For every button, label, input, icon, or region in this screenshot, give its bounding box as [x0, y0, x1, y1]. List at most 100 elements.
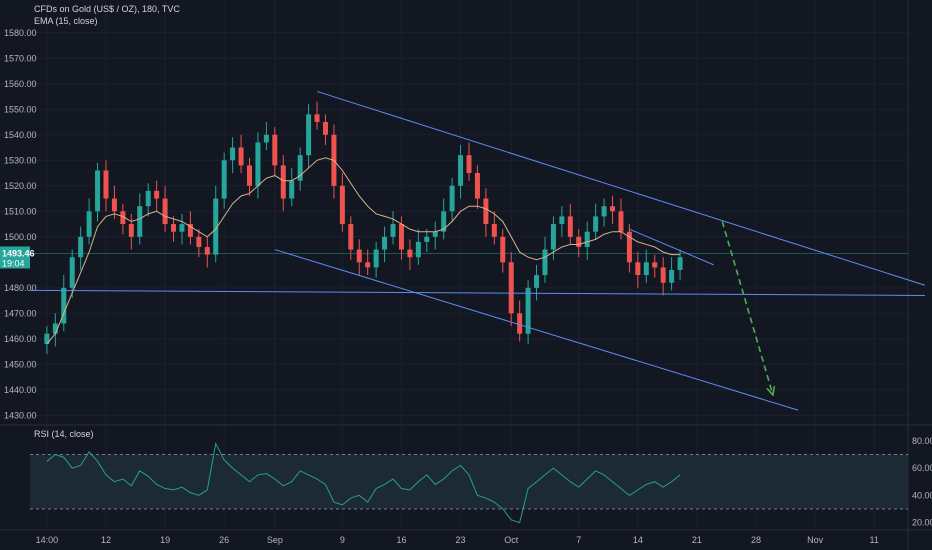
price-axis-label: 1480.00 [4, 283, 37, 293]
candle-body[interactable] [280, 165, 286, 199]
candle-body[interactable] [449, 185, 455, 212]
candle-body[interactable] [95, 170, 101, 212]
candle-body[interactable] [86, 211, 92, 237]
price-axis-label: 1450.00 [4, 359, 37, 369]
candle-body[interactable] [171, 224, 177, 232]
candle-body[interactable] [669, 269, 675, 283]
candle-body[interactable] [314, 114, 320, 123]
candle-body[interactable] [137, 206, 143, 237]
time-axis-label: 12 [101, 535, 111, 545]
candle-body[interactable] [238, 147, 244, 166]
candle-body[interactable] [44, 333, 50, 344]
candle-body[interactable] [382, 236, 388, 250]
candle-body[interactable] [390, 224, 396, 237]
candle-body[interactable] [247, 165, 252, 186]
time-axis-label: 21 [692, 535, 702, 545]
candle-body[interactable] [466, 155, 472, 174]
candle-body[interactable] [111, 198, 117, 212]
candle-body[interactable] [120, 211, 126, 225]
candle-body[interactable] [626, 231, 632, 263]
candle-body[interactable] [601, 206, 607, 217]
candle-body[interactable] [154, 190, 160, 199]
candle-body[interactable] [576, 236, 582, 248]
candle-body[interactable] [128, 224, 134, 237]
price-axis-label: 1530.00 [4, 155, 37, 165]
candle-body[interactable] [415, 241, 421, 258]
candle-body[interactable] [230, 147, 236, 161]
candle-body[interactable] [483, 198, 489, 225]
candle-body[interactable] [432, 231, 438, 237]
candle-body[interactable] [660, 267, 666, 283]
candle-body[interactable] [525, 287, 531, 334]
candle-body[interactable] [618, 211, 624, 232]
price-badge-value: 1493.46 [2, 248, 35, 258]
candle-body[interactable] [508, 262, 514, 314]
candle-body[interactable] [407, 249, 413, 258]
candle-body[interactable] [365, 262, 371, 268]
candle-body[interactable] [567, 216, 573, 237]
candle-body[interactable] [534, 275, 540, 288]
candle-body[interactable] [635, 262, 641, 276]
candle-body[interactable] [652, 262, 658, 268]
time-axis-label: 16 [396, 535, 406, 545]
candle-body[interactable] [187, 224, 193, 237]
time-axis-label: 7 [576, 535, 581, 545]
candle-body[interactable] [196, 236, 202, 248]
price-axis-label: 1570.00 [4, 53, 37, 63]
rsi-axis-label: 20.00 [912, 518, 932, 528]
candle-body[interactable] [474, 173, 480, 199]
candle-body[interactable] [643, 262, 649, 276]
candle-body[interactable] [550, 224, 556, 250]
candle-body[interactable] [306, 114, 312, 156]
ema-line [46, 157, 681, 345]
ema-legend-label: EMA (15, close) [34, 16, 98, 26]
candle-body[interactable] [559, 216, 565, 225]
price-badge [0, 246, 30, 269]
candle-body[interactable] [272, 134, 278, 166]
candle-body[interactable] [339, 185, 345, 225]
candle-body[interactable] [289, 180, 295, 199]
trendline-projection-arrow[interactable] [721, 221, 774, 396]
candle-body[interactable] [179, 224, 185, 232]
trendline-horizontal-support[interactable] [29, 289, 925, 296]
trendline-channel-lower[interactable] [274, 249, 799, 411]
candle-body[interactable] [373, 249, 379, 268]
candle-body[interactable] [517, 313, 523, 334]
candle-body[interactable] [677, 257, 683, 270]
candle-body[interactable] [69, 257, 75, 288]
candle-body[interactable] [500, 236, 506, 263]
candle-body[interactable] [297, 155, 303, 181]
price-axis-label: 1560.00 [4, 79, 37, 89]
candle-body[interactable] [441, 211, 447, 232]
candle-body[interactable] [213, 198, 219, 255]
candle-body[interactable] [78, 236, 84, 258]
candle-body[interactable] [458, 155, 464, 186]
candle-body[interactable] [593, 216, 599, 232]
trendline-channel-upper[interactable] [316, 90, 926, 286]
candle-body[interactable] [162, 198, 168, 225]
candle-body[interactable] [584, 231, 590, 248]
candle-body[interactable] [398, 224, 404, 250]
candle-body[interactable] [145, 190, 151, 207]
candle-body[interactable] [221, 160, 227, 199]
time-axis-label: 19 [160, 535, 170, 545]
trendline-wedge-top[interactable] [629, 228, 715, 266]
candle-body[interactable] [348, 224, 354, 250]
candle-body[interactable] [255, 142, 261, 186]
candle-body[interactable] [204, 247, 210, 255]
candle-body[interactable] [52, 323, 58, 334]
rsi-axis-label: 80.00 [912, 436, 932, 446]
time-axis-label: 23 [456, 535, 466, 545]
candle-body[interactable] [356, 249, 362, 263]
time-axis-label: 11 [870, 535, 879, 545]
candle-body[interactable] [610, 206, 616, 212]
candle-body[interactable] [322, 122, 328, 135]
candle-body[interactable] [542, 249, 548, 276]
candle-body[interactable] [491, 224, 497, 237]
candle-body[interactable] [424, 236, 430, 242]
candle-body[interactable] [103, 170, 109, 199]
candle-body[interactable] [263, 134, 269, 143]
candle-body[interactable] [61, 287, 67, 324]
